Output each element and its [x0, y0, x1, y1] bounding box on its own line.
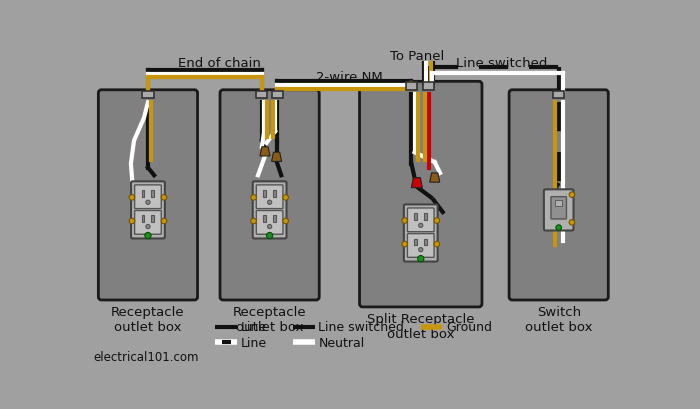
FancyBboxPatch shape — [551, 197, 566, 220]
Text: End of chain: End of chain — [178, 56, 260, 70]
Circle shape — [283, 219, 288, 224]
Bar — [141, 216, 144, 223]
Circle shape — [146, 201, 150, 205]
Bar — [256, 91, 267, 99]
Bar — [424, 213, 427, 220]
Circle shape — [283, 195, 288, 201]
Bar — [151, 216, 154, 223]
FancyBboxPatch shape — [360, 82, 482, 307]
Circle shape — [569, 192, 575, 198]
Bar — [423, 83, 434, 90]
Polygon shape — [430, 173, 440, 183]
Bar — [273, 190, 276, 197]
Text: Receptacle
outlet box: Receptacle outlet box — [111, 305, 185, 333]
Circle shape — [146, 225, 150, 229]
Text: 2-wire NM: 2-wire NM — [316, 71, 383, 84]
Polygon shape — [412, 178, 422, 188]
Text: To Panel: To Panel — [390, 50, 444, 63]
FancyBboxPatch shape — [253, 182, 286, 239]
Circle shape — [161, 219, 167, 224]
Text: Line switched: Line switched — [456, 56, 548, 70]
Bar — [141, 190, 144, 197]
Circle shape — [145, 233, 151, 239]
Bar — [263, 216, 266, 223]
Bar — [414, 239, 417, 246]
Bar — [151, 190, 154, 197]
FancyBboxPatch shape — [134, 211, 161, 235]
Circle shape — [569, 220, 575, 226]
Circle shape — [129, 195, 134, 201]
FancyBboxPatch shape — [256, 211, 283, 235]
Text: Receptacle
outlet box: Receptacle outlet box — [233, 305, 307, 333]
FancyBboxPatch shape — [407, 209, 434, 232]
Text: Line: Line — [241, 321, 267, 334]
Bar — [406, 83, 417, 90]
Text: Line: Line — [241, 336, 267, 349]
Circle shape — [251, 219, 256, 224]
Circle shape — [402, 218, 407, 224]
Text: Line switched: Line switched — [318, 321, 405, 334]
Polygon shape — [260, 147, 270, 157]
Text: Split Receptacle
outlet box: Split Receptacle outlet box — [367, 312, 475, 340]
Circle shape — [556, 225, 561, 231]
Text: Ground: Ground — [447, 321, 492, 334]
FancyBboxPatch shape — [544, 190, 573, 231]
Circle shape — [129, 219, 134, 224]
Bar — [263, 190, 266, 197]
FancyBboxPatch shape — [509, 90, 608, 300]
Polygon shape — [272, 153, 281, 162]
Circle shape — [434, 242, 440, 247]
Circle shape — [267, 225, 272, 229]
Circle shape — [161, 195, 167, 201]
Circle shape — [434, 218, 440, 224]
Text: electrical101.com: electrical101.com — [94, 350, 200, 363]
FancyBboxPatch shape — [134, 185, 161, 209]
Circle shape — [418, 256, 424, 262]
Bar — [273, 216, 276, 223]
Circle shape — [267, 233, 273, 239]
FancyBboxPatch shape — [220, 90, 319, 300]
Circle shape — [267, 201, 272, 205]
Bar — [141, 91, 154, 99]
FancyBboxPatch shape — [98, 90, 197, 300]
Circle shape — [251, 195, 256, 201]
Bar — [414, 213, 417, 220]
Text: Neutral: Neutral — [318, 336, 365, 349]
FancyBboxPatch shape — [131, 182, 164, 239]
Bar — [272, 91, 283, 99]
Circle shape — [419, 224, 423, 228]
Bar — [555, 201, 562, 206]
FancyBboxPatch shape — [404, 205, 438, 262]
Bar — [553, 91, 564, 99]
Bar — [424, 239, 427, 246]
FancyBboxPatch shape — [407, 234, 434, 258]
Circle shape — [419, 248, 423, 252]
Circle shape — [402, 242, 407, 247]
FancyBboxPatch shape — [256, 185, 283, 209]
Text: Switch
outlet box: Switch outlet box — [525, 305, 592, 333]
